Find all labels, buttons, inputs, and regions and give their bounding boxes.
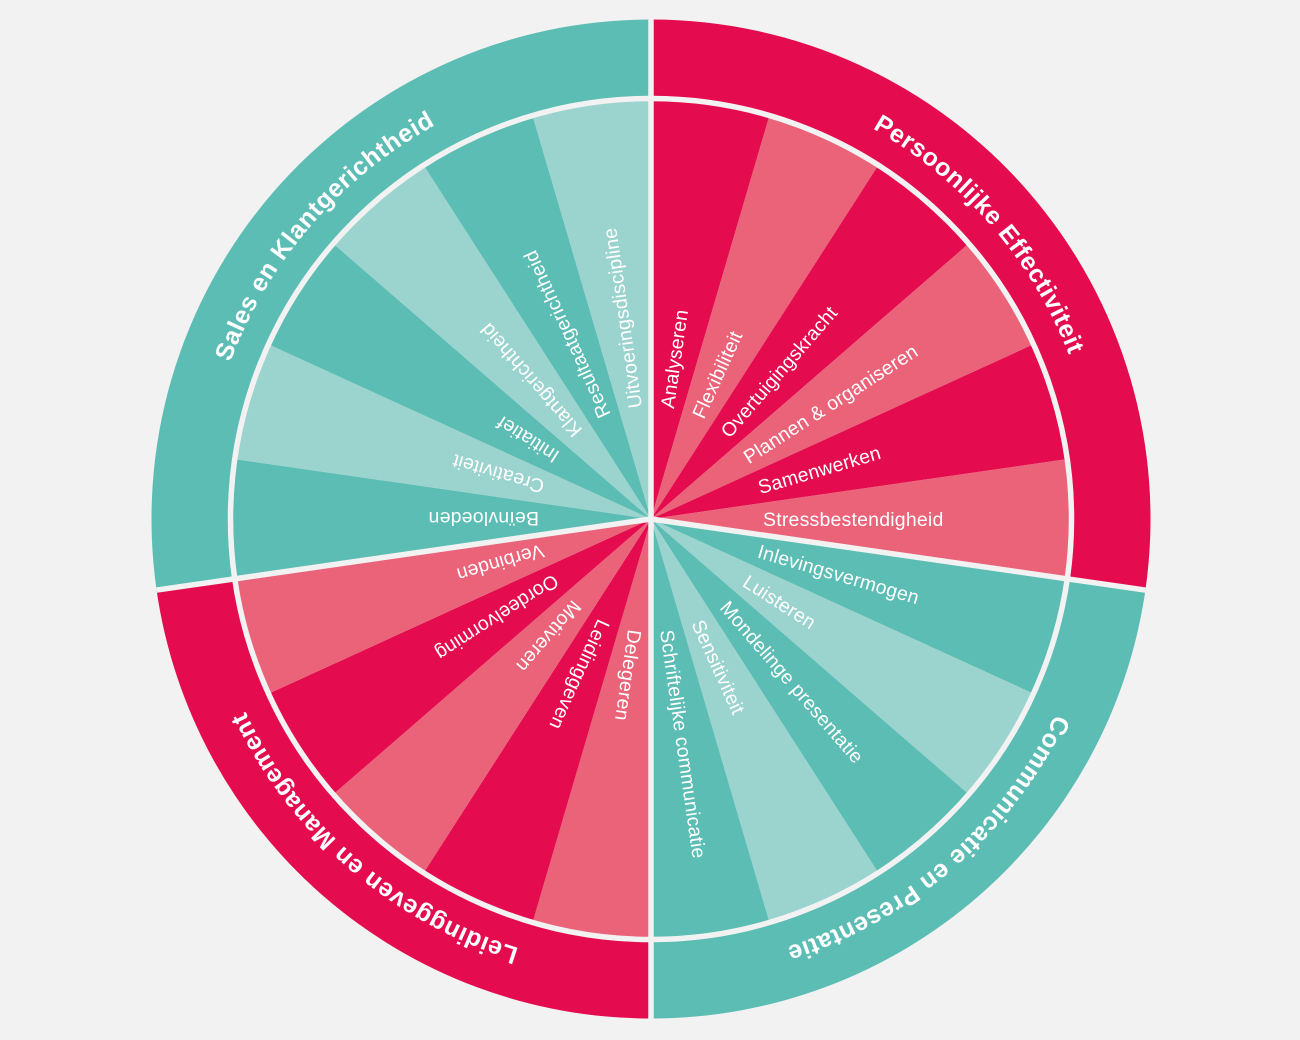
wedge-initiatief	[266, 241, 651, 520]
wedge-verbinden	[232, 519, 651, 695]
wedge-mondelinge-presentatie	[651, 519, 971, 875]
wedge-schriftelijke-communicatie	[651, 519, 771, 942]
wedge-samenwerken	[651, 343, 1070, 519]
wedge-klantgerichtheid	[331, 163, 651, 519]
wedge-label-stressbestendigheid: Stressbestendigheid	[763, 509, 944, 531]
quadrant-divider-line	[156, 516, 652, 593]
quadrant-band-communicatie-en-presentatie	[651, 579, 1146, 1019]
wedge-sensitiviteit	[651, 519, 880, 925]
wedge-motiveren	[331, 519, 651, 875]
wedge-inlevingsvermogen	[651, 519, 1070, 695]
separators	[156, 19, 1146, 1019]
wedge-uitvoeringsdiscipline	[531, 95, 651, 519]
wedge-overtuigingskracht	[651, 163, 971, 519]
wedge-luisteren	[651, 519, 1036, 797]
quadrant-bands	[151, 19, 1151, 1019]
quadrant-band-leidinggeven-en-management	[156, 579, 651, 1019]
wedge-plannen-organiseren	[651, 241, 1036, 520]
wedge-beinvloeden	[228, 458, 651, 580]
wedge-analyseren	[651, 95, 771, 519]
wedge-leidinggeven	[422, 519, 651, 925]
wedge-label-beinvloeden: Beïnvloeden	[428, 507, 539, 529]
quadrant-band-persoonlijke-effectiviteit	[651, 19, 1151, 591]
wedge-creativiteit	[232, 343, 651, 519]
inner-wedges	[228, 95, 1074, 942]
wedge-resultaatgerichtheid	[422, 113, 651, 519]
wedge-oordeelvorming	[266, 519, 651, 797]
wedge-delegeren	[531, 519, 651, 942]
wedge-flexibiliteit	[651, 113, 880, 519]
wedge-stressbestendigheid	[651, 458, 1074, 580]
quadrant-band-sales-en-klantgerichtheid	[151, 19, 651, 591]
quadrant-divider-line	[650, 516, 1146, 593]
